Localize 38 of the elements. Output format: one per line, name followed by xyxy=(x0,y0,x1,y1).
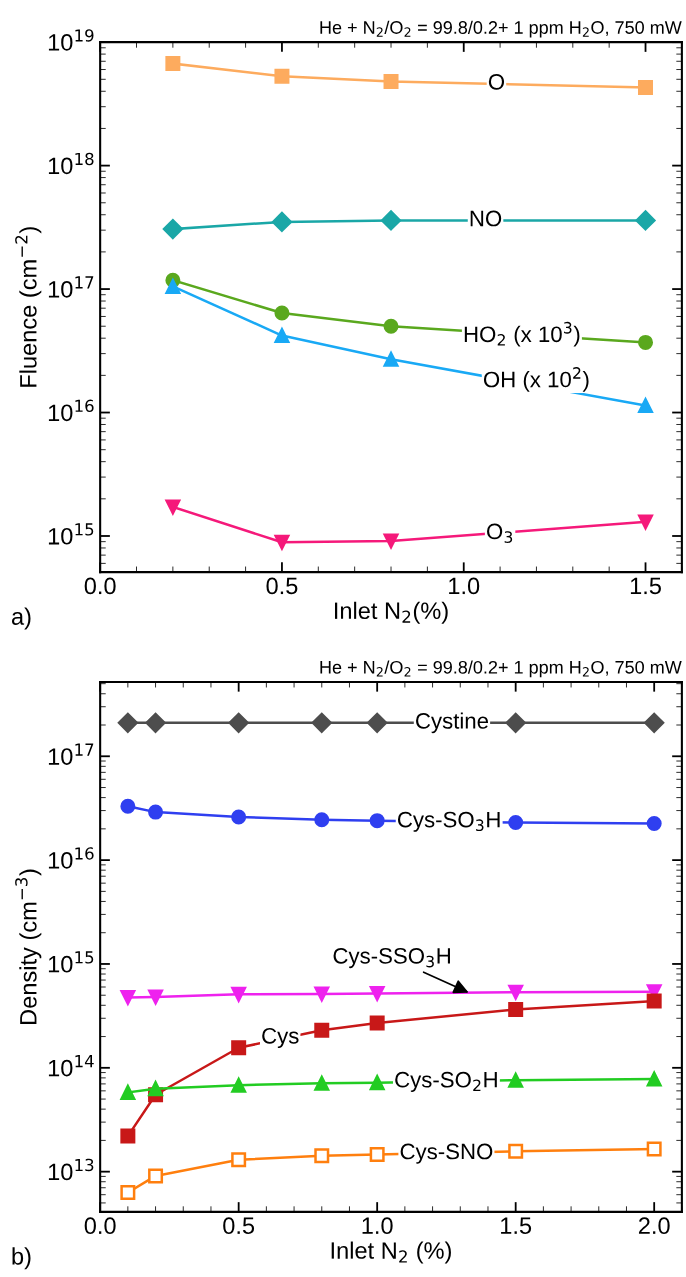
annotation: Cys-SSO$_{3}$H xyxy=(333,948,450,969)
annotation: O xyxy=(488,74,505,90)
y-tick-label: 10$^{16}$ xyxy=(48,847,94,869)
x-tick-label: 0.5 xyxy=(223,1217,255,1235)
annotation: Cys-SO$_{2}$H xyxy=(395,1071,497,1092)
y-tick-label: 10$^{16}$ xyxy=(48,399,94,422)
annotation: HO$_{2}$ (x 10$^{3}$) xyxy=(464,321,580,347)
text: a) xyxy=(11,607,31,630)
y-tick-label: 10$^{17}$ xyxy=(48,276,94,298)
x-tick-label: 0.5 xyxy=(266,577,298,595)
annotation: Cys-SO$_{3}$H xyxy=(397,811,500,832)
x-tick-label: 1.0 xyxy=(362,1217,393,1235)
x-tick-label: 1.5 xyxy=(630,577,661,595)
chart-title: He + N$_{2}$/O$_{2}$ = 99.8/0.2+ 1 ppm H$_{2}$O, 750 mW xyxy=(320,20,682,38)
annotation: Cystine xyxy=(416,712,489,734)
y-axis-title: Density (cm$^{−3}$) xyxy=(15,869,42,1024)
y-tick-label: 10$^{15}$ xyxy=(48,951,94,973)
x-tick-label: 2.0 xyxy=(638,1217,670,1235)
x-axis-title: Inlet N$_{2}$(%) xyxy=(335,601,448,624)
y-tick-label: 10$^{13}$ xyxy=(48,1158,94,1181)
chart-title: He + N$_{2}$/O$_{2}$ = 99.8/0.2+ 1 ppm H$_{2}$O, 750 mW xyxy=(320,660,682,678)
y-tick-label: 10$^{15}$ xyxy=(48,523,94,545)
y-tick-label: 10$^{17}$ xyxy=(48,743,94,765)
text: b) xyxy=(12,1247,31,1270)
y-tick-label: 10$^{14}$ xyxy=(48,1055,94,1077)
annotation: Cys-SNO xyxy=(400,1143,493,1164)
x-tick-label: 1.5 xyxy=(501,1217,532,1235)
x-tick-label: 1.0 xyxy=(449,577,480,595)
annotation: O$_{3}$ xyxy=(487,523,513,543)
y-tick-label: 10$^{19}$ xyxy=(48,29,94,51)
x-axis-title: Inlet N$_{2}$ (%) xyxy=(331,1241,451,1264)
annotation: Cys xyxy=(262,1027,299,1049)
y-axis-title: Fluence (cm$^{−2}$) xyxy=(15,227,42,387)
annotation: OH (x 10$^{2}$) xyxy=(483,367,589,392)
x-tick-label: 0.0 xyxy=(84,577,116,595)
annotation: NO xyxy=(470,210,502,227)
y-tick-label: 10$^{18}$ xyxy=(48,152,94,175)
x-tick-label: 0.0 xyxy=(84,1217,116,1235)
